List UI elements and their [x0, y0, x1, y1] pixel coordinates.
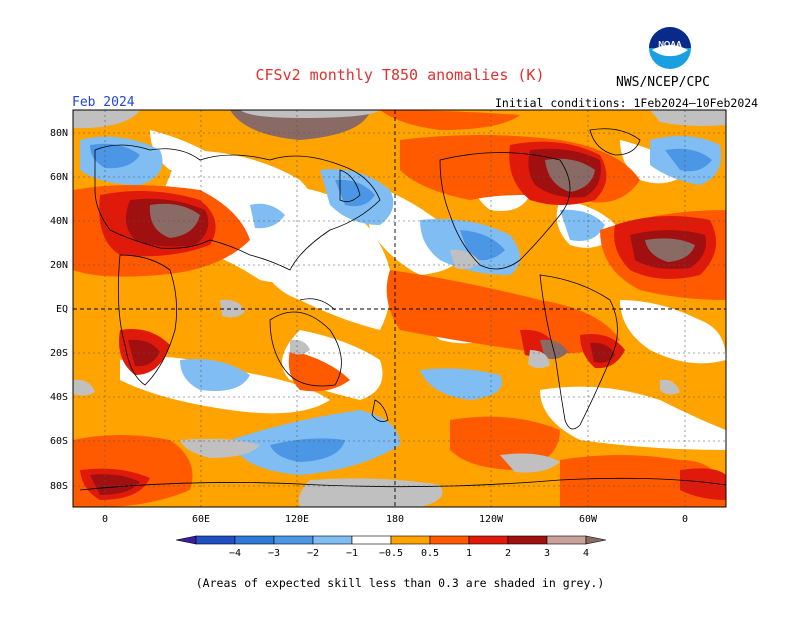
colorbar-swatch: [195, 535, 236, 545]
colorbar-swatch: [273, 535, 314, 545]
initial-conditions: Initial conditions: 1Feb2024–10Feb2024: [495, 96, 759, 110]
colorbar-swatch: [507, 535, 548, 545]
lat-label: EQ: [56, 304, 68, 315]
colorbar-swatch: [429, 535, 470, 545]
lat-label: 20N: [50, 260, 68, 271]
colorbar-label: −4: [229, 548, 241, 559]
colorbar-label: 3: [544, 548, 550, 559]
graticule: [73, 110, 726, 507]
lon-label: 0: [682, 514, 688, 525]
equator-dateline: [73, 110, 726, 507]
lat-label: 80N: [50, 128, 68, 139]
colorbar-label: 0.5: [421, 548, 439, 559]
forecast-month: Feb 2024: [72, 95, 135, 110]
colorbar-label: −1: [346, 548, 358, 559]
skill-note: (Areas of expected skill less than 0.3 a…: [195, 576, 605, 590]
colorbar-label: −3: [268, 548, 280, 559]
noaa-logo-text: NOAA: [658, 40, 682, 49]
lat-label: 60N: [50, 172, 68, 183]
colorbar-label: 4: [583, 548, 589, 559]
agency-label: NWS/NCEP/CPC: [616, 75, 710, 90]
colorbar-swatch: [546, 535, 587, 545]
lat-label: 40N: [50, 216, 68, 227]
colorbar-arrow-high: [585, 535, 607, 545]
colorbar-swatch: [468, 535, 509, 545]
lon-label: 120W: [479, 514, 504, 525]
colorbar-arrow-low: [175, 535, 197, 545]
colorbar-label: −0.5: [379, 548, 403, 559]
colorbar: −4 −3 −2 −1 −0.5 0.5 1 2 3 4: [175, 535, 607, 559]
colorbar-label: −2: [307, 548, 319, 559]
noaa-logo: NOAA: [649, 27, 691, 69]
colorbar-swatch: [351, 535, 392, 545]
lon-label: 0: [102, 514, 108, 525]
lat-label: 60S: [50, 436, 68, 447]
positive-anomaly-regions-above-4: [149, 110, 695, 360]
colorbar-label: 1: [466, 548, 472, 559]
latitude-labels: 80N 60N 40N 20N EQ 20S 40S 60S 80S: [50, 128, 68, 492]
lon-label: 120E: [285, 514, 309, 525]
lon-label: 180: [386, 514, 404, 525]
coastlines: [79, 128, 726, 491]
chart-title: CFSv2 monthly T850 anomalies (K): [255, 66, 545, 84]
colorbar-swatch: [312, 535, 353, 545]
colorbar-label: 2: [505, 548, 511, 559]
lon-label: 60W: [579, 514, 598, 525]
longitude-labels: 0 60E 120E 180 120W 60W 0: [102, 514, 688, 525]
colorbar-swatch: [234, 535, 275, 545]
map-frame: [72, 109, 727, 508]
lon-label: 60E: [192, 514, 210, 525]
colorbar-swatch: [390, 535, 431, 545]
lat-label: 80S: [50, 481, 68, 492]
lat-label: 20S: [50, 348, 68, 359]
lat-label: 40S: [50, 392, 68, 403]
